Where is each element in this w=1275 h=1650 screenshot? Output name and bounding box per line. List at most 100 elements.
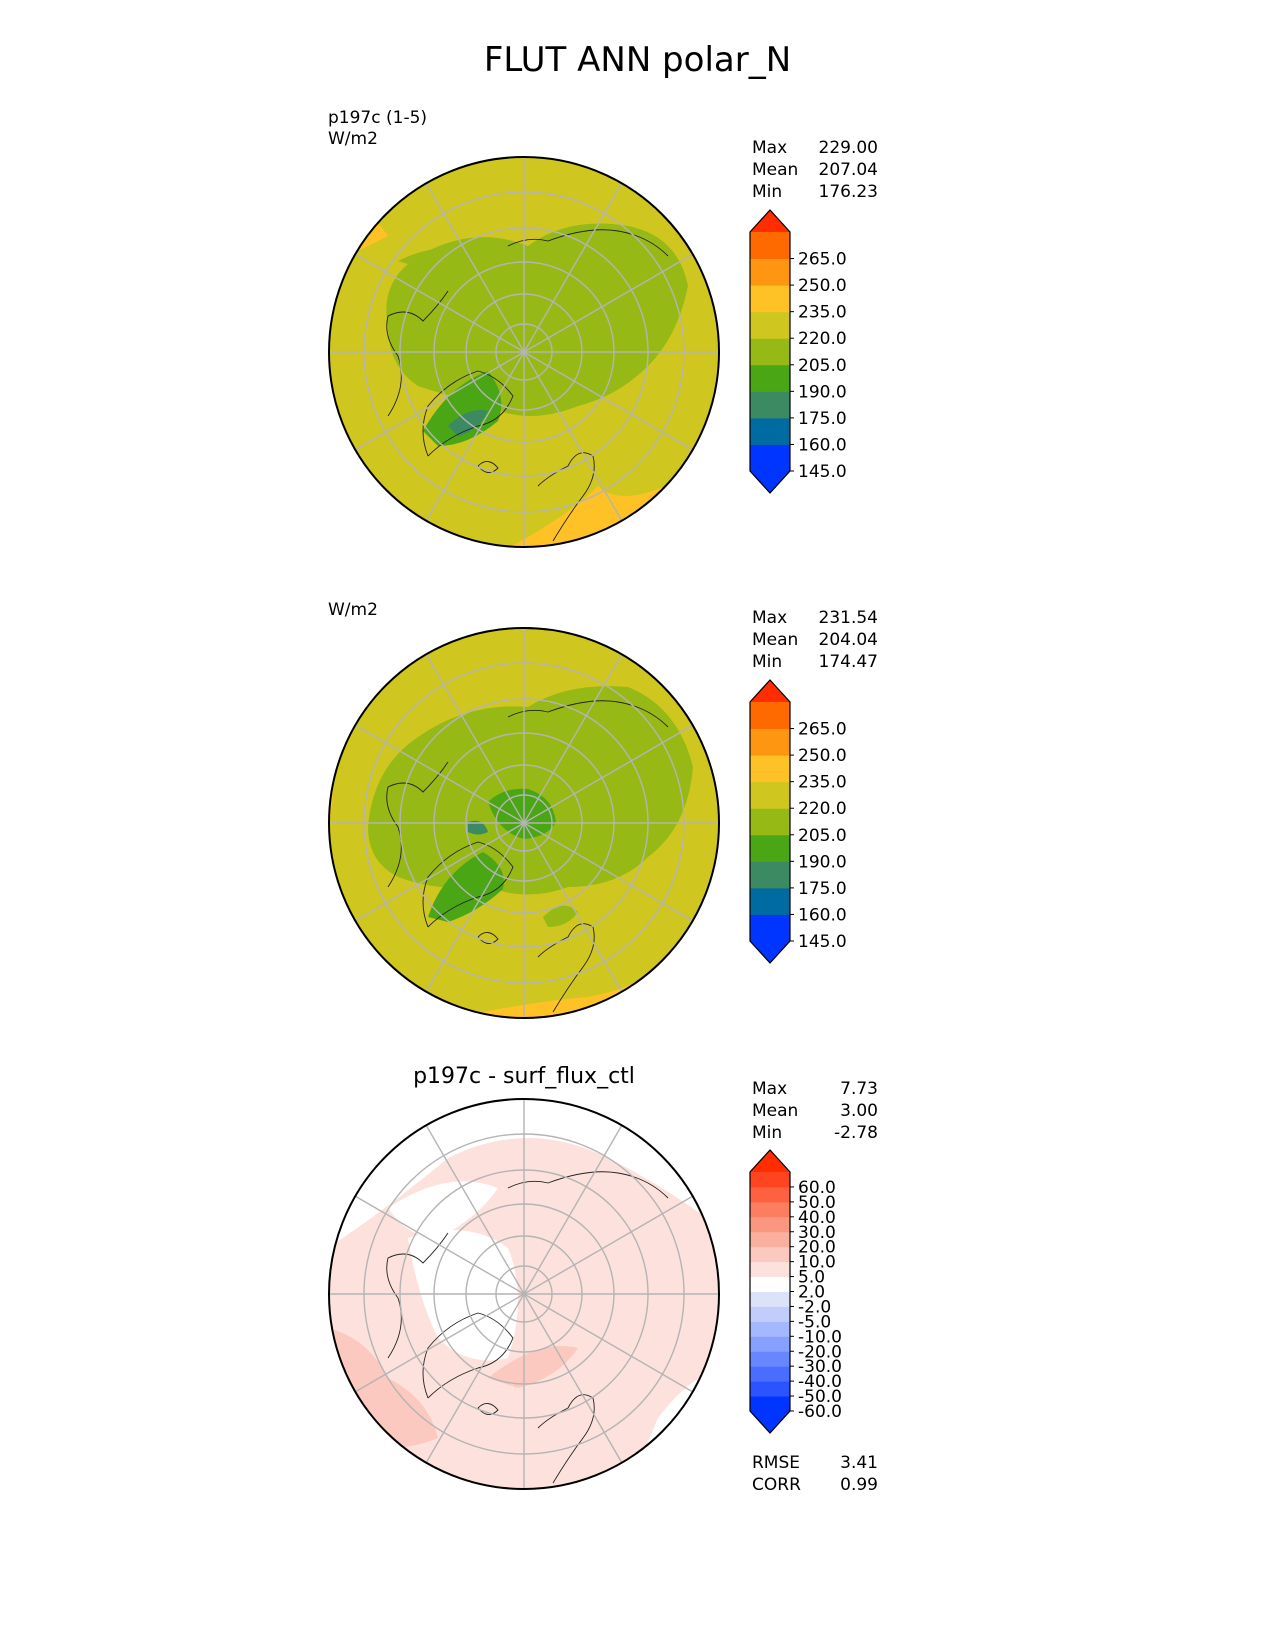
colorbar-1-tick-label-1: 250.0: [798, 276, 847, 296]
panel-3-stat-min: Min -2.78: [752, 1123, 878, 1143]
colorbar-2-segment-3: [750, 834, 790, 862]
colorbar-3-segment-0: [750, 1396, 790, 1412]
map-3-coast-greenland: [422, 1312, 514, 1399]
colorbar-3-segment-15: [750, 1172, 790, 1188]
map-2-region-205-scandinavia: [543, 905, 578, 927]
panel-3-stat-rmse: RMSE 3.41: [752, 1453, 878, 1473]
colorbar-3-tick-label-8: -2.0: [798, 1297, 831, 1317]
colorbar-1-segment-0: [750, 444, 790, 472]
map-1-meridian-120: [354, 253, 694, 451]
colorbar-1-extend-min: [750, 471, 790, 493]
map-3-meridian-120: [354, 1195, 694, 1393]
colorbar-1-tick-label-5: 190.0: [798, 382, 847, 402]
colorbar-3-tick-label-12: -30.0: [798, 1357, 842, 1377]
map-2-boundary: [328, 627, 720, 1019]
figure-title: FLUT ANN polar_N: [483, 40, 792, 80]
map-1-coast-canada: [386, 290, 449, 417]
colorbar-1-tick-label-4: 205.0: [798, 356, 847, 376]
panel-3-colorbar: 60.050.040.030.020.010.05.02.0-2.0-5.0-1…: [749, 1149, 842, 1434]
colorbar-2-tick-label-1: 250.0: [798, 746, 847, 766]
map-2-coast-canada: [386, 761, 449, 888]
colorbar-3-segment-4: [750, 1336, 790, 1352]
colorbar-1-tick-label-3: 220.0: [798, 329, 847, 349]
map-1-coast-iceland: [477, 461, 499, 473]
panel-3-stat-mean: Mean 3.00: [752, 1101, 878, 1121]
map-3-region-neutral-nw: [388, 1181, 498, 1238]
colorbar-3-tick-label-6: 5.0: [798, 1268, 825, 1288]
colorbar-3-tick-label-11: -20.0: [798, 1342, 842, 1362]
colorbar-2-segment-8: [750, 702, 790, 730]
map-2-coast-siberia: [507, 700, 669, 728]
colorbar-3-segment-12: [750, 1216, 790, 1233]
map-3-coast-siberia: [507, 1171, 669, 1199]
map-1-region-205-upper: [398, 247, 478, 271]
panel-1-stat-max: Max 229.00: [752, 138, 878, 158]
panel-3-title: p197c - surf_flux_ctl: [413, 1064, 635, 1089]
colorbar-2-extend-max: [750, 680, 790, 702]
colorbar-2-tick-label-5: 190.0: [798, 852, 847, 872]
panel-1-map: [328, 156, 720, 548]
map-1-coast-greenland: [422, 370, 514, 457]
colorbar-1-segment-2: [750, 391, 790, 419]
map-3-coast-canada: [386, 1232, 449, 1359]
colorbar-3-tick-label-9: -5.0: [798, 1312, 831, 1332]
colorbar-1-segment-5: [750, 311, 790, 339]
colorbar-3-segment-2: [750, 1366, 790, 1382]
colorbar-2-segment-0: [750, 914, 790, 942]
map-3-region-neutral-canada: [408, 1230, 518, 1361]
map-2-coast-iceland: [477, 932, 499, 944]
colorbar-2-tick-label-0: 265.0: [798, 720, 847, 740]
map-1-coast-siberia: [507, 229, 669, 257]
panel-2-stat-max: Max 231.54: [752, 608, 878, 628]
map-2-region-190-pole: [488, 788, 556, 839]
colorbar-2-tick-label-6: 175.0: [798, 879, 847, 899]
panel-2-stat-min: Min 174.47: [752, 652, 878, 672]
colorbar-2-segment-5: [750, 781, 790, 809]
panel-1-colorbar: 265.0 250.0 235.0 220.0 205.0 190.0 175.0 160.0…: [749, 209, 847, 494]
colorbar-3-extend-max: [750, 1150, 790, 1172]
colorbar-3-segment-11: [750, 1231, 790, 1248]
panel-2-units: W/m2: [328, 600, 378, 620]
colorbar-2-tick-label-3: 220.0: [798, 799, 847, 819]
colorbar-3-segment-5: [750, 1321, 790, 1337]
colorbar-1-tick-label-7: 160.0: [798, 435, 847, 455]
colorbar-3-tick-label-14: -50.0: [798, 1387, 842, 1407]
panel-1-title: p197c (1-5) W/m2: [328, 108, 427, 150]
colorbar-2-segment-1: [750, 887, 790, 915]
panel-1-stats: Max 229.00 Mean 207.04 Min 176.23: [752, 137, 878, 203]
map-3-coast-iceland: [477, 1403, 499, 1415]
colorbar-3-extend-min: [750, 1411, 790, 1433]
colorbar-2-segment-4: [750, 808, 790, 836]
colorbar-3-tick-label-2: 40.0: [798, 1208, 836, 1228]
panel-3-map: [328, 1098, 720, 1490]
colorbar-1-segment-7: [750, 258, 790, 286]
colorbar-1-segment-6: [750, 285, 790, 313]
colorbar-2-tick-label-2: 235.0: [798, 773, 847, 793]
colorbar-3-segment-7: [750, 1291, 790, 1307]
colorbar-3-tick-label-10: -10.0: [798, 1327, 842, 1347]
colorbar-1-segment-3: [750, 364, 790, 392]
colorbar-2-tick-label-4: 205.0: [798, 826, 847, 846]
panel-3-stats: Max 7.73 Mean 3.00 Min -2.78: [752, 1078, 878, 1144]
colorbar-1-segment-8: [750, 232, 790, 260]
colorbar-3-segment-9: [750, 1261, 790, 1278]
colorbar-3-segment-13: [750, 1201, 790, 1218]
colorbar-2-tick-label-8: 145.0: [798, 932, 847, 952]
panel-1-stat-mean: Mean 207.04: [752, 160, 878, 180]
colorbar-1-extend-max: [750, 210, 790, 232]
colorbar-3-segment-6: [750, 1306, 790, 1322]
panel-1-units: W/m2: [328, 129, 378, 149]
colorbar-3-tick-label-15: -60.0: [798, 1402, 842, 1422]
colorbar-1-segment-1: [750, 417, 790, 445]
colorbar-3-tick-label-5: 10.0: [798, 1253, 836, 1273]
colorbar-2-tick-label-7: 160.0: [798, 905, 847, 925]
colorbar-1-segment-4: [750, 338, 790, 366]
colorbar-3-tick-label-4: 20.0: [798, 1238, 836, 1258]
panel-2-stats: Max 231.54 Mean 204.04 Min 174.47: [752, 607, 878, 673]
colorbar-2-segment-2: [750, 861, 790, 889]
map-2-coast-greenland: [422, 841, 514, 928]
colorbar-2-segment-7: [750, 728, 790, 756]
colorbar-1-tick-label-2: 235.0: [798, 303, 847, 323]
colorbar-3-segment-3: [750, 1351, 790, 1367]
colorbar-3-tick-label-0: 60.0: [798, 1178, 836, 1198]
